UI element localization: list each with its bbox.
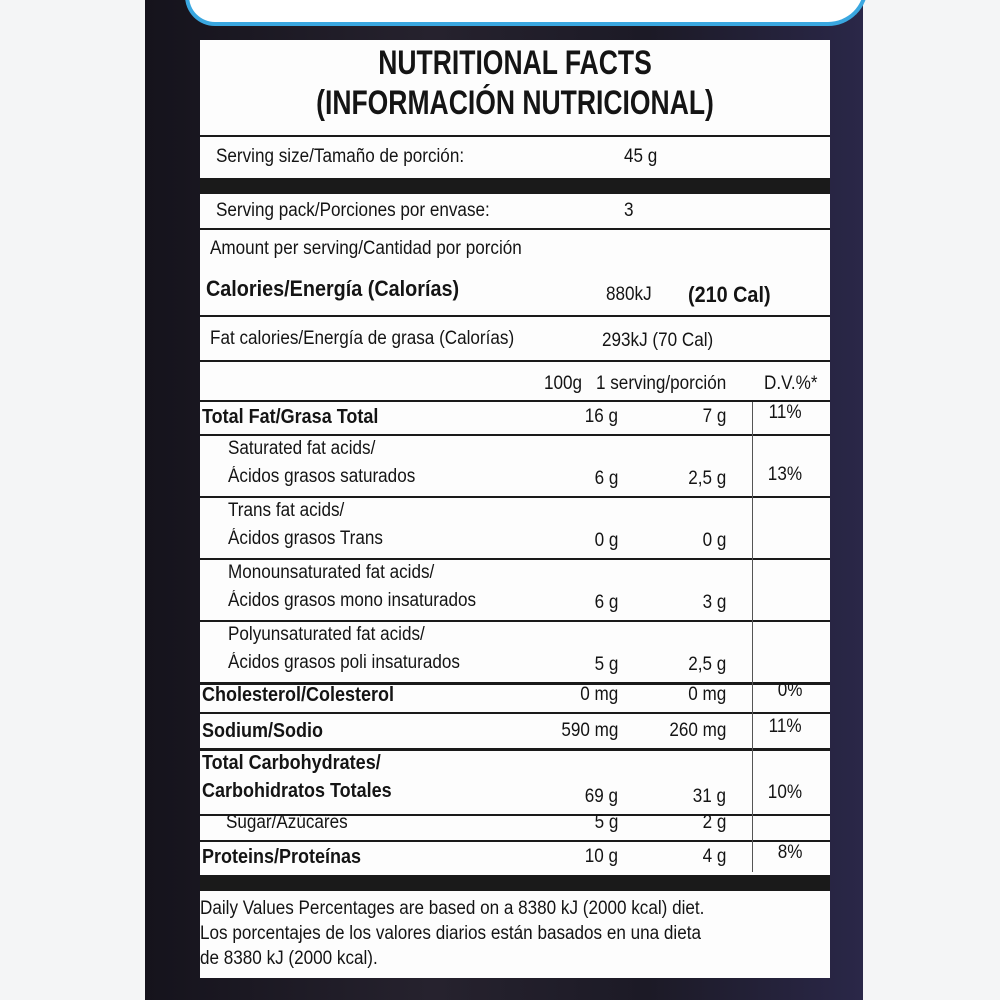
- package-top-band: [185, 0, 868, 26]
- serving-pack-value: 3: [624, 200, 634, 221]
- nutrient-name-es: Ácidos grasos poli insaturados: [228, 652, 460, 673]
- fat-calories-label: Fat calories/Energía de grasa (Calorías): [210, 328, 515, 349]
- nutrient-per-serving: 0 g: [702, 530, 726, 551]
- nutrient-daily-value: 11%: [769, 402, 802, 423]
- row-divider: [200, 558, 830, 560]
- calories-label: Calories/Energía (Calorías): [206, 276, 460, 301]
- nutrient-name: Cholesterol/Colesterol: [202, 684, 395, 706]
- nutrition-label: NUTRITIONAL FACTS (INFORMACIÓN NUTRICION…: [200, 40, 830, 978]
- nutrient-per-100g: 0 g: [594, 530, 618, 551]
- nutrient-name: Proteins/Proteínas: [202, 846, 362, 868]
- row-divider: [200, 840, 830, 842]
- label-subtitle: (INFORMACIÓN NUTRICIONAL): [316, 84, 714, 122]
- footnote-line-2: Los porcentajes de los valores diarios e…: [200, 923, 701, 944]
- column-header-dv: D.V.%*: [764, 373, 818, 394]
- calories-kj: 880kJ: [606, 284, 652, 305]
- row-divider: [200, 682, 830, 685]
- nutrient-per-100g: 0 mg: [579, 684, 618, 705]
- nutrient-per-serving: 3 g: [702, 592, 726, 613]
- nutrient-per-serving: 0 mg: [687, 684, 726, 705]
- nutrient-name: Sodium/Sodio: [202, 720, 323, 742]
- footnote-line-1: Daily Values Percentages are based on a …: [200, 898, 705, 919]
- nutrient-per-serving: 2,5 g: [687, 468, 726, 489]
- nutrient-name: Sugar/Azúcares: [226, 812, 348, 833]
- nutrient-name: Polyunsaturated fat acids/: [228, 624, 425, 645]
- nutrient-name: Saturated fat acids/: [228, 438, 376, 459]
- row-divider: [200, 748, 830, 751]
- serving-size-value: 45 g: [624, 146, 658, 167]
- nutrient-per-serving: 260 mg: [668, 720, 726, 741]
- nutrient-daily-value: 0%: [777, 680, 802, 701]
- nutrient-per-100g: 590 mg: [560, 720, 618, 741]
- label-title: NUTRITIONAL FACTS: [378, 44, 652, 82]
- nutrient-per-100g: 69 g: [584, 786, 618, 807]
- nutrient-per-serving: 2,5 g: [687, 654, 726, 675]
- nutrient-name: Trans fat acids/: [228, 500, 345, 521]
- nutrient-per-100g: 6 g: [594, 468, 618, 489]
- nutrient-name-es: Carbohidratos Totales: [202, 780, 392, 802]
- nutrient-per-100g: 6 g: [594, 592, 618, 613]
- serving-size-label: Serving size/Tamaño de porción:: [216, 146, 465, 167]
- nutrient-daily-value: 10%: [767, 782, 802, 803]
- nutrient-name: Total Carbohydrates/: [202, 752, 381, 774]
- nutrient-per-serving: 2 g: [702, 812, 726, 833]
- row-divider: [200, 814, 830, 816]
- nutrient-per-100g: 16 g: [584, 406, 618, 427]
- footnote-line-3: de 8380 kJ (2000 kcal).: [200, 948, 378, 969]
- nutrient-name-es: Ácidos grasos mono insaturados: [228, 590, 477, 611]
- nutrient-per-serving: 4 g: [702, 846, 726, 867]
- serving-pack-label: Serving pack/Porciones por envase:: [216, 200, 490, 221]
- row-divider: [200, 620, 830, 622]
- nutrient-daily-value: 13%: [767, 464, 802, 485]
- nutrient-per-100g: 5 g: [594, 654, 618, 675]
- row-divider: [200, 496, 830, 498]
- nutrient-daily-value: 8%: [777, 842, 802, 863]
- nutrient-per-serving: 31 g: [692, 786, 726, 807]
- nutrient-name: Total Fat/Grasa Total: [202, 406, 379, 428]
- nutrient-per-100g: 10 g: [584, 846, 618, 867]
- nutrient-per-100g: 5 g: [594, 812, 618, 833]
- amount-per-serving: Amount per serving/Cantidad por porción: [210, 238, 522, 259]
- row-divider: [200, 712, 830, 714]
- nutrient-daily-value: 11%: [769, 716, 802, 737]
- column-header-100g: 100g: [544, 373, 583, 394]
- nutrient-name-es: Ácidos grasos Trans: [228, 528, 383, 549]
- fat-calories-value: 293kJ (70 Cal): [602, 330, 714, 351]
- nutrient-per-serving: 7 g: [702, 406, 726, 427]
- calories-cal: (210 Cal): [688, 282, 771, 307]
- nutrient-name: Monounsaturated fat acids/: [228, 562, 435, 583]
- column-header-serving: 1 serving/porción: [596, 373, 727, 394]
- row-divider: [200, 434, 830, 436]
- nutrient-name-es: Ácidos grasos saturados: [228, 466, 416, 487]
